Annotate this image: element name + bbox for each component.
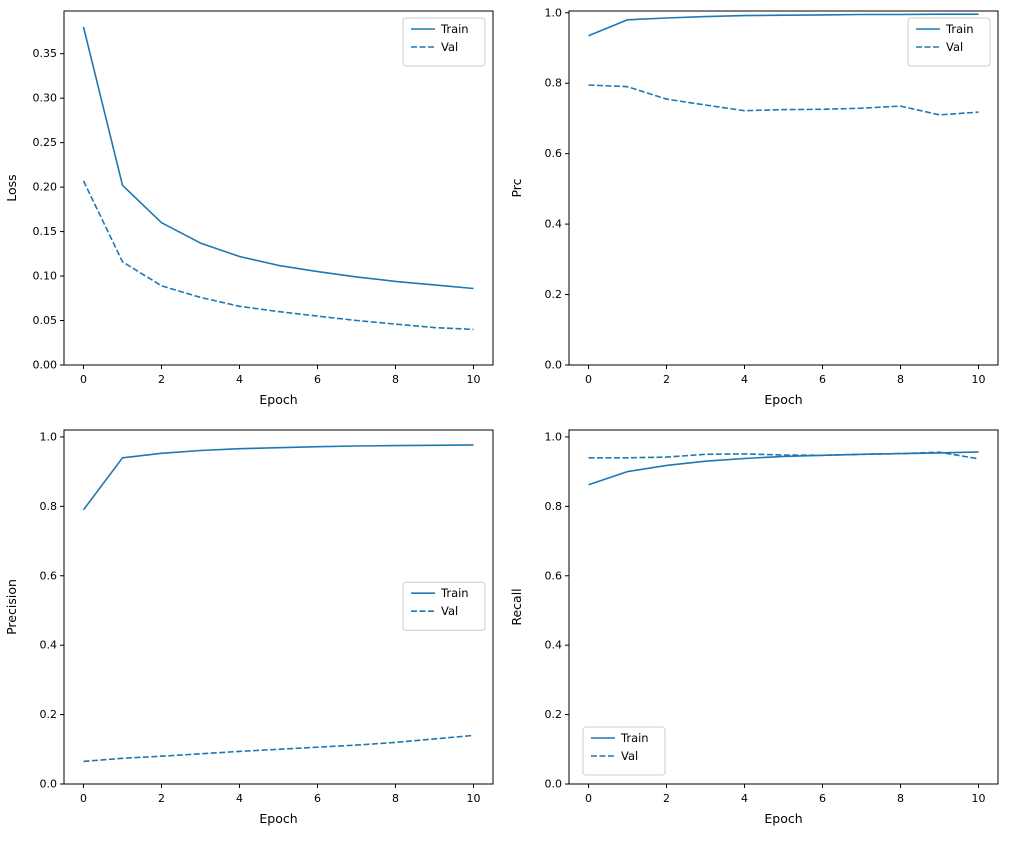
- y-tick-label: 0.6: [545, 147, 563, 160]
- axes-frame: [568, 429, 999, 785]
- x-tick-label: 10: [467, 792, 481, 805]
- x-tick-label: 4: [236, 792, 243, 805]
- y-tick-label: 0.2: [545, 708, 563, 721]
- y-tick-label: 0.8: [545, 500, 563, 513]
- series-line-val: [588, 84, 979, 116]
- y-tick-label: 0.00: [33, 359, 58, 372]
- legend-box: [402, 17, 486, 67]
- series-line-train: [588, 13, 979, 37]
- x-tick-label: 8: [897, 792, 904, 805]
- y-tick-label: 0.20: [33, 181, 58, 194]
- x-tick-label: 6: [314, 373, 321, 386]
- legend-label-train: Train: [440, 586, 469, 600]
- y-tick-label: 0.30: [33, 92, 58, 105]
- legend-label-train: Train: [945, 22, 974, 36]
- y-tick-label: 0.0: [545, 359, 563, 372]
- series-line-val: [83, 734, 474, 763]
- y-tick-label: 0.15: [33, 225, 58, 238]
- x-tick-label: 2: [663, 373, 670, 386]
- axes-frame: [568, 10, 999, 366]
- x-axis-label: Epoch: [259, 392, 297, 407]
- x-tick-label: 2: [158, 792, 165, 805]
- legend-box: [402, 581, 486, 631]
- y-tick-label: 0.0: [40, 778, 58, 791]
- y-tick-label: 0.05: [33, 314, 58, 327]
- x-tick-label: 0: [80, 792, 87, 805]
- x-tick-label: 10: [972, 373, 986, 386]
- axes-frame: [63, 429, 494, 785]
- y-tick-label: 0.4: [40, 639, 58, 652]
- y-tick-label: 0.10: [33, 270, 58, 283]
- y-tick-label: 0.8: [545, 77, 563, 90]
- axes-frame: [63, 10, 494, 366]
- y-axis-label: Precision: [4, 579, 19, 635]
- precision-chart: 0.0 0.2 0.4 0.6 0.8 1.0 0 2 4 6 8 10 Epoch Precision T…: [0, 419, 505, 838]
- prc-chart: 0.0 0.2 0.4 0.6 0.8 1.0 0 2 4 6 8 10 Epoch Prc Train Va…: [505, 0, 1010, 419]
- prc-chart-canvas: 0.0 0.2 0.4 0.6 0.8 1.0 0 2 4 6 8 10 Epoch Prc Train Va…: [509, 6, 999, 407]
- x-axis-label: Epoch: [764, 392, 802, 407]
- series-line-train: [82, 444, 474, 511]
- legend-label-val: Val: [441, 604, 458, 618]
- y-tick-label: 0.25: [33, 136, 58, 149]
- precision-chart-canvas: 0.0 0.2 0.4 0.6 0.8 1.0 0 2 4 6 8 10 Epoch Precision T…: [4, 429, 494, 826]
- legend-box: [907, 17, 991, 67]
- legend-label-val: Val: [441, 40, 458, 54]
- y-tick-label: 0.0: [545, 778, 563, 791]
- x-tick-label: 0: [585, 373, 592, 386]
- x-tick-label: 4: [741, 792, 748, 805]
- x-axis-label: Epoch: [764, 811, 802, 826]
- y-tick-label: 0.2: [545, 288, 563, 301]
- y-tick-label: 0.6: [545, 569, 563, 582]
- y-tick-label: 0.4: [545, 218, 563, 231]
- x-tick-label: 10: [467, 373, 481, 386]
- loss-chart: 0.00 0.05 0.10 0.15 0.20 0.25 0.30 0.35 0 2 4 6 8 10 E…: [0, 0, 505, 419]
- x-tick-label: 10: [972, 792, 986, 805]
- legend-label-train: Train: [620, 731, 649, 745]
- x-tick-label: 8: [897, 373, 904, 386]
- y-tick-label: 1.0: [40, 430, 58, 443]
- x-tick-label: 2: [663, 792, 670, 805]
- y-axis-label: Loss: [4, 174, 19, 201]
- y-tick-label: 1.0: [545, 6, 563, 19]
- x-tick-label: 4: [741, 373, 748, 386]
- x-tick-label: 6: [819, 792, 826, 805]
- x-tick-label: 2: [158, 373, 165, 386]
- series-line-train: [82, 26, 474, 290]
- y-tick-label: 0.4: [545, 639, 563, 652]
- y-tick-label: 0.6: [40, 569, 58, 582]
- legend-label-val: Val: [621, 749, 638, 763]
- y-tick-label: 0.35: [33, 47, 58, 60]
- x-tick-label: 8: [392, 373, 399, 386]
- x-tick-label: 6: [314, 792, 321, 805]
- recall-chart: 0.0 0.2 0.4 0.6 0.8 1.0 0 2 4 6 8 10 Epoch Recall Trai…: [505, 419, 1010, 838]
- x-axis-label: Epoch: [259, 811, 297, 826]
- recall-chart-canvas: 0.0 0.2 0.4 0.6 0.8 1.0 0 2 4 6 8 10 Epoch Recall Trai…: [509, 429, 999, 826]
- legend-label-train: Train: [440, 22, 469, 36]
- y-tick-label: 1.0: [545, 430, 563, 443]
- legend-box: [582, 726, 666, 776]
- y-axis-label: Recall: [509, 588, 524, 625]
- y-tick-label: 0.2: [40, 708, 58, 721]
- legend-label-val: Val: [946, 40, 963, 54]
- series-line-val: [82, 180, 474, 331]
- x-tick-label: 4: [236, 373, 243, 386]
- series-line-val: [588, 451, 979, 460]
- y-axis-label: Prc: [509, 178, 524, 197]
- loss-chart-canvas: 0.00 0.05 0.10 0.15 0.20 0.25 0.30 0.35 0 2 4 6 8 10 E…: [4, 10, 494, 407]
- series-line-train: [588, 451, 979, 486]
- x-tick-label: 8: [392, 792, 399, 805]
- y-tick-label: 0.8: [40, 500, 58, 513]
- x-tick-label: 0: [80, 373, 87, 386]
- x-tick-label: 0: [585, 792, 592, 805]
- x-tick-label: 6: [819, 373, 826, 386]
